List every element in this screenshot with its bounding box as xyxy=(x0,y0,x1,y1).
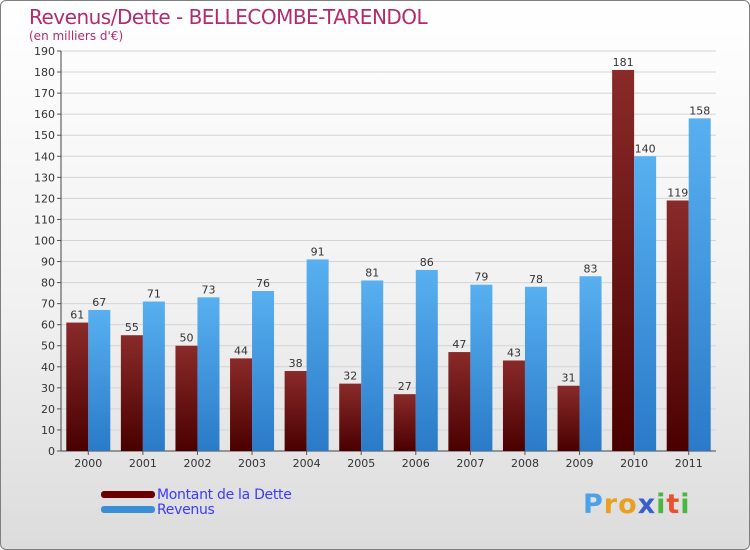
logo-letter: x xyxy=(637,489,657,520)
bar-dette xyxy=(120,335,143,451)
y-tick-label: 180 xyxy=(34,66,55,79)
x-tick-label: 2008 xyxy=(511,457,539,470)
bar-revenus xyxy=(252,291,275,451)
data-label-revenus: 79 xyxy=(474,271,488,284)
bar-revenus xyxy=(579,276,602,451)
bar-revenus xyxy=(524,286,547,451)
y-tick-label: 70 xyxy=(41,298,55,311)
bar-revenus xyxy=(361,280,384,451)
y-tick-label: 80 xyxy=(41,277,55,290)
logo-letter: o xyxy=(618,489,638,520)
data-label-dette: 44 xyxy=(234,344,248,357)
data-label-revenus: 78 xyxy=(529,273,543,286)
data-label-dette: 43 xyxy=(507,346,521,359)
y-tick-label: 150 xyxy=(34,129,55,142)
x-tick-label: 2001 xyxy=(129,457,157,470)
logo-letter: t xyxy=(666,489,681,520)
bar-dette xyxy=(284,371,307,451)
x-tick-label: 2003 xyxy=(238,457,266,470)
legend-label-revenus: Revenus xyxy=(157,501,215,518)
bar-dette xyxy=(175,345,198,451)
y-tick-label: 20 xyxy=(41,403,55,416)
data-label-revenus: 81 xyxy=(365,266,379,279)
bar-dette xyxy=(393,394,416,451)
legend-item-dette: Montant de la Dette xyxy=(101,486,292,503)
data-label-dette: 47 xyxy=(452,338,466,351)
bar-revenus xyxy=(142,301,165,451)
y-tick-label: 0 xyxy=(48,445,55,458)
logo-letter: r xyxy=(603,489,619,520)
bar-dette xyxy=(557,385,580,451)
bar-dette xyxy=(612,69,635,452)
bar-revenus xyxy=(88,309,111,451)
chart-subtitle: (en milliers d'€) xyxy=(29,29,124,43)
y-tick-label: 30 xyxy=(41,382,55,395)
x-tick-label: 2002 xyxy=(183,457,211,470)
legend-label-dette: Montant de la Dette xyxy=(157,486,292,503)
data-label-dette: 61 xyxy=(70,309,84,322)
data-label-revenus: 76 xyxy=(256,277,270,290)
y-tick-label: 190 xyxy=(34,45,55,58)
data-label-revenus: 71 xyxy=(147,288,161,301)
bar-dette xyxy=(502,360,525,451)
bar-dette xyxy=(448,352,471,451)
x-tick-label: 2010 xyxy=(620,457,648,470)
logo-letter: i xyxy=(656,489,667,520)
legend: Montant de la Dette Revenus xyxy=(101,486,292,518)
logo-letter: i xyxy=(680,489,691,520)
legend-swatch-dette xyxy=(101,491,155,498)
data-label-revenus: 140 xyxy=(635,142,656,155)
y-tick-label: 120 xyxy=(34,192,55,205)
bar-revenus xyxy=(470,284,493,451)
data-label-dette: 27 xyxy=(398,380,412,393)
x-tick-label: 2011 xyxy=(675,457,703,470)
data-label-revenus: 83 xyxy=(584,262,598,275)
bar-dette xyxy=(339,383,362,451)
y-tick-label: 60 xyxy=(41,319,55,332)
data-label-dette: 55 xyxy=(125,321,139,334)
data-label-dette: 32 xyxy=(343,370,357,383)
x-tick-label: 2007 xyxy=(456,457,484,470)
chart-title: Revenus/Dette - BELLECOMBE-TARENDOL xyxy=(29,5,428,29)
data-label-revenus: 73 xyxy=(201,283,215,296)
y-tick-label: 90 xyxy=(41,256,55,269)
x-tick-label: 2000 xyxy=(74,457,102,470)
data-label-dette: 38 xyxy=(289,357,303,370)
bar-revenus xyxy=(415,269,438,451)
data-label-dette: 119 xyxy=(667,186,688,199)
y-tick-label: 130 xyxy=(34,171,55,184)
y-tick-label: 160 xyxy=(34,108,55,121)
y-tick-label: 40 xyxy=(41,361,55,374)
legend-swatch-revenus xyxy=(101,506,155,513)
bar-revenus xyxy=(197,297,220,451)
x-tick-label: 2009 xyxy=(566,457,594,470)
y-tick-label: 110 xyxy=(34,213,55,226)
data-label-revenus: 158 xyxy=(689,104,710,117)
data-label-revenus: 67 xyxy=(92,296,106,309)
y-tick-label: 50 xyxy=(41,340,55,353)
x-tick-label: 2004 xyxy=(293,457,321,470)
legend-item-revenus: Revenus xyxy=(101,501,292,518)
data-label-dette: 31 xyxy=(562,372,576,385)
bar-dette xyxy=(230,358,253,451)
bar-revenus xyxy=(634,156,657,451)
y-tick-label: 10 xyxy=(41,424,55,437)
logo-letter: P xyxy=(583,489,604,520)
x-tick-label: 2006 xyxy=(402,457,430,470)
bar-revenus xyxy=(688,118,711,452)
y-tick-label: 140 xyxy=(34,150,55,163)
y-tick-label: 100 xyxy=(34,234,55,247)
bar-dette xyxy=(66,322,89,451)
y-tick-label: 170 xyxy=(34,87,55,100)
proxiti-logo: Proxiti xyxy=(583,489,691,520)
data-label-dette: 181 xyxy=(613,56,634,69)
bar-revenus xyxy=(306,259,329,451)
x-tick-label: 2005 xyxy=(347,457,375,470)
bar-dette xyxy=(666,200,689,451)
data-label-dette: 50 xyxy=(179,332,193,345)
data-label-revenus: 86 xyxy=(420,256,434,269)
data-label-revenus: 91 xyxy=(311,245,325,258)
